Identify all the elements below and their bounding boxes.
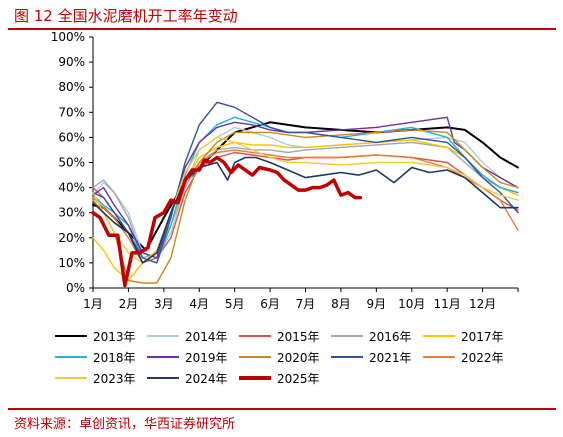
x-tick-label: 10月 (398, 297, 425, 311)
legend-item: 2017年 (423, 328, 504, 344)
y-tick-label: 60% (58, 130, 85, 144)
legend-label: 2018年 (93, 350, 136, 365)
x-tick-label: 4月 (189, 297, 209, 311)
line-chart: 0% 10% 20% 30% 40% 50% 60% 70% 80% 90% 100% 1月 2月 3月 4… (51, 30, 519, 311)
legend-item: 2024年 (147, 370, 228, 386)
legend-item: 2016年 (331, 328, 412, 344)
legend-swatch (239, 335, 271, 337)
legend-label: 2022年 (461, 350, 504, 365)
x-tick-label: 11月 (434, 297, 461, 311)
legend-label: 2023年 (93, 371, 136, 386)
series-line-2021年 (92, 101, 519, 264)
series-line-2015年 (92, 151, 519, 264)
legend-label: 2019年 (185, 350, 228, 365)
source-rule (8, 408, 556, 410)
x-tick-label: 1月 (83, 297, 103, 311)
x-tick-label: 12月 (469, 297, 496, 311)
x-tick-label: 2月 (119, 297, 139, 311)
legend-item: 2025年 (239, 370, 320, 386)
legend-swatch (239, 356, 271, 358)
x-tick-label: 5月 (225, 297, 245, 311)
x-tick-label: 3月 (154, 297, 174, 311)
legend-item: 2022年 (423, 349, 504, 365)
legend-swatch (147, 335, 179, 337)
y-tick-label: 100% (51, 30, 85, 44)
legend-item: 2019年 (147, 349, 228, 365)
series-line-2018年 (92, 116, 519, 264)
legend-label: 2015年 (277, 329, 320, 344)
source-note: 资料来源：卓创资讯，华西证券研究所 (14, 417, 236, 432)
legend-item: 2018年 (55, 349, 136, 365)
legend-item: 2020年 (239, 349, 320, 365)
legend-label: 2014年 (185, 329, 228, 344)
legend-label: 2020年 (277, 350, 320, 365)
legend-swatch (239, 376, 271, 380)
x-tick-label: 9月 (367, 297, 387, 311)
legend-item: 2023年 (55, 370, 136, 386)
y-tick-label: 90% (58, 55, 85, 69)
legend-label: 2025年 (277, 371, 320, 386)
series-line-2013年 (92, 121, 519, 252)
y-tick-label: 20% (58, 231, 85, 245)
legend-item: 2014年 (147, 328, 228, 344)
legend-label: 2013年 (93, 329, 136, 344)
series-line-2016年 (92, 141, 519, 259)
x-tick-label: 7月 (296, 297, 316, 311)
legend-swatch (55, 335, 87, 337)
legend-label: 2017年 (461, 329, 504, 344)
series-line-2025年 (91, 155, 363, 288)
y-tick-label: 70% (58, 105, 85, 119)
legend-item: 2013年 (55, 328, 136, 344)
y-tick-label: 80% (58, 80, 85, 94)
legend-swatch (147, 377, 179, 379)
legend-swatch (55, 377, 87, 379)
series-line-2020年 (92, 129, 519, 284)
series-line-2023年 (92, 136, 519, 264)
legend-label: 2021年 (369, 350, 412, 365)
x-tick-label: 8月 (331, 297, 351, 311)
y-tick-label: 40% (58, 181, 85, 195)
legend-swatch (147, 356, 179, 358)
legend-item: 2021年 (331, 349, 412, 365)
series-line-2019年 (92, 116, 519, 259)
series-line-2017年 (92, 139, 519, 282)
y-tick-label: 50% (58, 156, 85, 170)
y-tick-label: 0% (66, 281, 85, 295)
legend-label: 2016年 (369, 329, 412, 344)
legend-swatch (331, 335, 363, 337)
legend-swatch (423, 356, 455, 358)
legend-label: 2024年 (185, 371, 228, 386)
y-tick-label: 10% (58, 256, 85, 270)
legend-item: 2015年 (239, 328, 320, 344)
legend-swatch (55, 356, 87, 358)
series-line-2024年 (92, 156, 519, 264)
title-rule (8, 28, 556, 30)
legend-swatch (423, 335, 455, 337)
legend-swatch (331, 356, 363, 358)
y-tick-label: 30% (58, 206, 85, 220)
x-tick-label: 6月 (260, 297, 280, 311)
figure-title: 图 12 全国水泥磨机开工率年变动 (14, 7, 238, 25)
